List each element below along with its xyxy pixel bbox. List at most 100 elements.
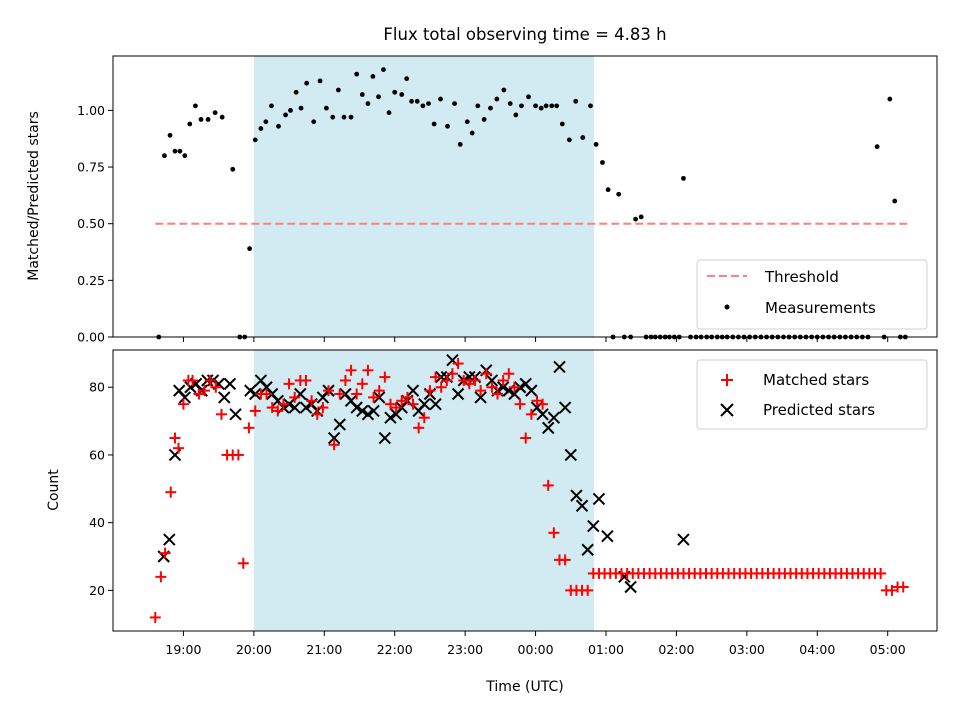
measurement-point xyxy=(469,130,475,136)
x-tick-label: 04:00 xyxy=(799,642,835,657)
measurement-point xyxy=(304,80,310,86)
matched-star-point xyxy=(486,381,498,393)
measurement-point xyxy=(549,103,555,109)
measurement-point xyxy=(445,123,450,129)
measurement-point xyxy=(414,98,420,104)
predicted-star-point xyxy=(223,377,237,391)
measurement-point xyxy=(298,105,304,111)
measurement-point xyxy=(452,101,457,106)
measurement-point xyxy=(230,166,236,172)
predicted-star-point xyxy=(163,533,176,546)
predicted-star-point xyxy=(288,401,301,414)
matched-star-point xyxy=(187,374,199,386)
matched-star-point xyxy=(508,381,520,393)
measurement-point xyxy=(167,132,173,138)
measurement-point xyxy=(365,101,371,106)
matched-star-point xyxy=(475,385,487,397)
predicted-star-point xyxy=(558,401,572,414)
measurement-point xyxy=(177,148,183,154)
matched-star-point xyxy=(413,422,425,434)
bottom-y-ticks: 20 40 60 80 xyxy=(89,380,113,598)
predicted-star-point xyxy=(624,580,637,594)
matched-star-point xyxy=(537,398,549,410)
measurement-point xyxy=(341,114,347,120)
legend-threshold-label: Threshold xyxy=(764,268,839,286)
predicted-star-point xyxy=(581,543,594,556)
measurement-point xyxy=(605,187,611,193)
measurement-point xyxy=(494,96,500,102)
predicted-star-point xyxy=(542,421,555,435)
top-x-ticks xyxy=(182,337,889,342)
measurement-point xyxy=(335,87,341,93)
bottom-x-ticks: 19:00 20:00 21:00 22:00 23:00 00:00 01:00 02:00… xyxy=(165,631,906,657)
predicted-star-point xyxy=(592,492,606,506)
matched-star-point xyxy=(875,567,887,579)
measurement-point xyxy=(311,119,317,125)
measurement-point xyxy=(187,121,193,127)
top-panel: 0.00 0.25 0.50 0.75 1.00 Matched/Predicted s… xyxy=(26,55,938,345)
legend-measurements-swatch xyxy=(724,304,730,310)
measurement-point xyxy=(513,112,519,118)
y-tick-label: 0.00 xyxy=(77,330,105,345)
measurement-point xyxy=(354,71,360,77)
matched-star-point xyxy=(199,385,211,397)
y-tick-label: 60 xyxy=(89,447,105,462)
matched-star-point xyxy=(328,439,340,451)
predicted-star-point xyxy=(677,533,690,546)
measurement-point xyxy=(288,107,293,113)
measurement-point xyxy=(323,105,329,111)
matched-star-point xyxy=(520,432,532,444)
predicted-star-point xyxy=(451,387,465,401)
measurement-point xyxy=(205,117,211,122)
measurement-point xyxy=(464,119,470,125)
measurement-point xyxy=(381,67,386,72)
matched-star-point xyxy=(418,412,430,424)
measurement-point xyxy=(269,103,274,109)
measurement-point xyxy=(533,103,538,109)
measurement-point xyxy=(404,76,410,82)
x-axis-label: Time (UTC) xyxy=(485,679,563,695)
matched-star-point xyxy=(435,381,447,393)
matched-star-point xyxy=(204,374,216,386)
measurement-point xyxy=(399,92,405,97)
measurement-point xyxy=(681,175,686,181)
matched-star-point xyxy=(531,395,543,407)
predicted-star-point xyxy=(178,391,192,404)
predicted-star-point xyxy=(356,404,369,418)
measurement-point xyxy=(247,246,253,252)
matched-star-point xyxy=(261,388,273,400)
measurement-point xyxy=(386,110,392,116)
x-tick-label: 21:00 xyxy=(306,642,342,657)
matched-star-point xyxy=(159,547,171,559)
measurement-point xyxy=(252,137,258,143)
measurement-point xyxy=(507,101,513,106)
measurement-point xyxy=(566,137,572,143)
measurement-point xyxy=(481,117,487,122)
y-tick-label: 20 xyxy=(89,583,105,598)
predicted-star-point xyxy=(474,391,487,404)
x-tick-label: 02:00 xyxy=(658,642,694,657)
matched-star-point xyxy=(897,581,909,593)
matched-star-point xyxy=(407,398,419,410)
measurement-point xyxy=(359,92,365,97)
top-y-ticks: 0.00 0.25 0.50 0.75 1.00 xyxy=(77,103,113,345)
measurement-point xyxy=(892,198,898,204)
matched-star-point xyxy=(373,385,385,397)
measurement-point xyxy=(588,103,593,109)
measurement-point xyxy=(559,121,565,127)
matched-star-point xyxy=(339,374,351,386)
y-tick-label: 40 xyxy=(89,515,105,530)
measurement-point xyxy=(263,119,269,125)
predicted-star-point xyxy=(218,391,231,404)
matched-star-point xyxy=(243,422,255,434)
y-tick-label: 80 xyxy=(89,380,105,395)
legend-matched-swatch xyxy=(721,374,733,386)
measurement-point xyxy=(162,153,167,159)
measurement-point xyxy=(317,78,323,84)
matched-star-point xyxy=(525,408,537,420)
bottom-legend-box xyxy=(696,359,928,430)
predicted-star-point xyxy=(570,489,583,502)
matched-star-point xyxy=(463,378,475,390)
matched-star-point xyxy=(492,388,504,400)
